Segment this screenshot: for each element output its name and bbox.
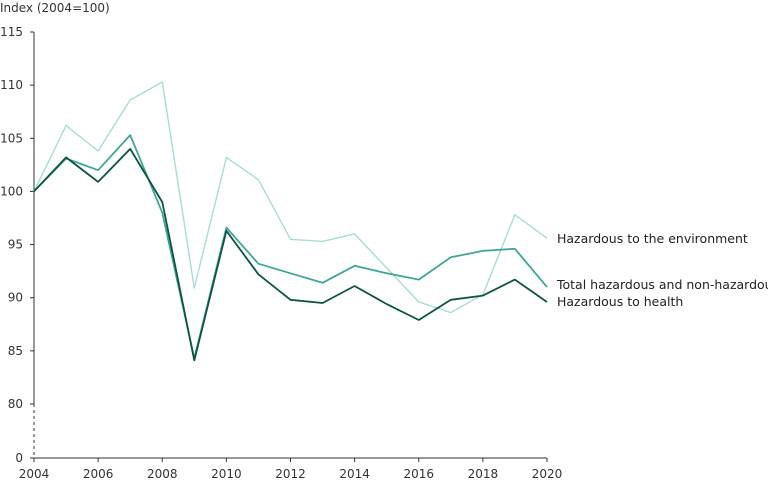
y-tick-label: 85: [8, 344, 23, 358]
x-tick-label: 2018: [468, 467, 499, 481]
y-axis-title: Index (2004=100): [0, 1, 110, 15]
series-line-1: [33, 81, 548, 314]
series-label-2: Total hazardous and non-hazardous: [556, 277, 768, 292]
y-tick-label: 0: [15, 451, 23, 465]
y-tick-label: 80: [8, 397, 23, 411]
x-tick-label: 2004: [19, 467, 50, 481]
x-tick-label: 2020: [532, 467, 563, 481]
x-tick-label: 2016: [403, 467, 434, 481]
y-tick-label: 90: [8, 291, 23, 305]
x-tick-label: 2014: [339, 467, 370, 481]
series-label-3: Hazardous to health: [557, 294, 683, 309]
x-tick-label: 2012: [275, 467, 306, 481]
series-lines: [33, 81, 548, 362]
y-tick-label: 95: [8, 238, 23, 252]
series-line-3: [33, 147, 548, 362]
series-line-2: [33, 134, 548, 360]
x-tick-label: 2010: [211, 467, 242, 481]
y-axis: 0 80 85 90 95 100 105 110 115: [0, 25, 35, 465]
series-label-1: Hazardous to the environment: [557, 231, 748, 246]
y-tick-label: 110: [0, 78, 23, 92]
y-tick-label: 105: [0, 131, 23, 145]
y-tick-label: 100: [0, 184, 23, 198]
x-tick-label: 2006: [83, 467, 114, 481]
x-tick-label: 2008: [147, 467, 178, 481]
series-labels: Hazardous to the environment Total hazard…: [556, 231, 768, 309]
y-tick-label: 115: [0, 25, 23, 39]
x-axis: 2004 2006 2008 2010 2012 2014 2016 2018 2020: [19, 457, 563, 481]
